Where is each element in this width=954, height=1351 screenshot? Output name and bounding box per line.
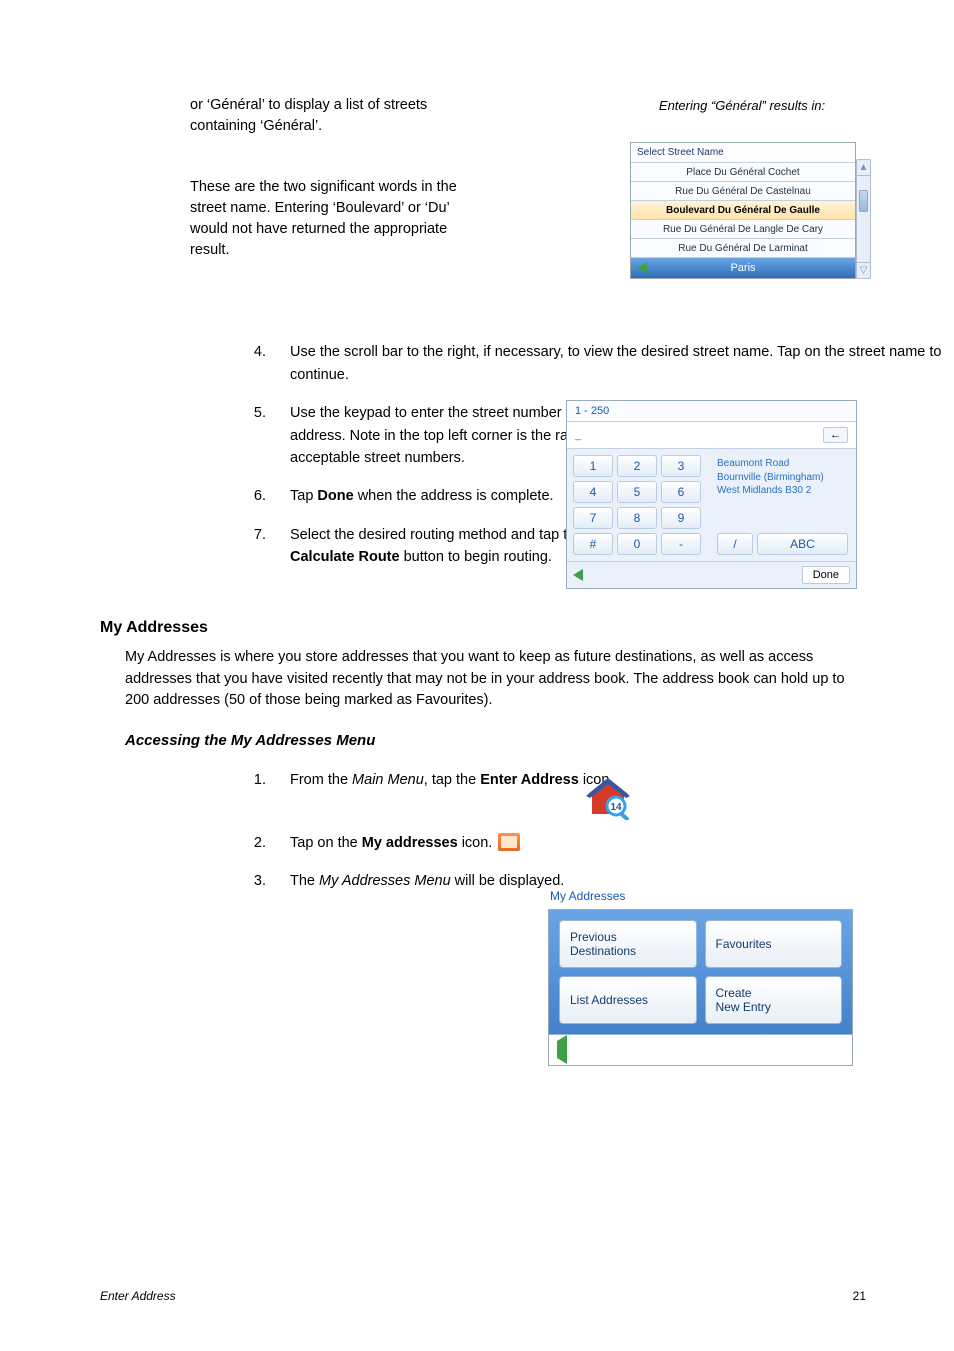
street-row-selected[interactable]: Boulevard Du Général De Gaulle bbox=[631, 201, 855, 220]
ma-fig-title: My Addresses bbox=[548, 889, 853, 903]
keypad-range: 1 - 250 bbox=[567, 401, 856, 422]
italic: Main Menu bbox=[352, 772, 424, 788]
back-arrow-icon[interactable] bbox=[573, 569, 583, 581]
text: button to begin routing. bbox=[400, 549, 552, 565]
step-b1: From the Main Menu, tap the Enter Addres… bbox=[270, 769, 630, 791]
key-4[interactable]: 4 bbox=[573, 481, 613, 503]
scroll-down-icon[interactable]: ▽ bbox=[857, 262, 870, 278]
scroll-up-icon[interactable]: ▲ bbox=[857, 160, 870, 176]
text: when the address is complete. bbox=[354, 488, 554, 504]
fig-footer-label: Paris bbox=[730, 262, 755, 274]
back-arrow-icon[interactable] bbox=[557, 1035, 567, 1064]
my-addresses-heading: My Addresses bbox=[100, 619, 866, 637]
intro-p2: These are the two significant words in t… bbox=[190, 177, 480, 261]
footer-section: Enter Address bbox=[100, 1289, 176, 1303]
btn-previous-destinations[interactable]: Previous Destinations bbox=[559, 920, 697, 968]
my-addresses-para: My Addresses is where you store addresse… bbox=[125, 647, 866, 712]
figure-my-addresses-menu: My Addresses Previous Destinations Favou… bbox=[548, 889, 853, 1066]
btn-list-addresses[interactable]: List Addresses bbox=[559, 976, 697, 1024]
key-5[interactable]: 5 bbox=[617, 481, 657, 503]
key-abc[interactable]: ABC bbox=[757, 533, 848, 555]
addr-line: Bournville (Birmingham) bbox=[717, 471, 848, 485]
btn-favourites[interactable]: Favourites bbox=[705, 920, 843, 968]
ma-footer bbox=[549, 1034, 852, 1065]
text: Tap bbox=[290, 488, 317, 504]
key-9[interactable]: 9 bbox=[661, 507, 701, 529]
key-7[interactable]: 7 bbox=[573, 507, 613, 529]
keypad-footer: Done bbox=[567, 561, 856, 588]
bold: My addresses bbox=[362, 835, 458, 851]
bold: Calculate Route bbox=[290, 549, 400, 565]
street-row[interactable]: Rue Du Général De Castelnau bbox=[631, 182, 855, 201]
text: icon. bbox=[458, 835, 493, 851]
italic: My Addresses Menu bbox=[319, 873, 451, 889]
figure-street-list: Select Street Name Place Du Général Coch… bbox=[630, 142, 856, 279]
keypad-address-preview: Beaumont Road Bournville (Birmingham) We… bbox=[707, 449, 856, 561]
street-row[interactable]: Rue Du Général De Langle De Cary bbox=[631, 220, 855, 239]
bold: Done bbox=[317, 488, 353, 504]
text: From the bbox=[290, 772, 352, 788]
caption-text: Entering “Général” results in: bbox=[612, 98, 872, 113]
text: Tap on the bbox=[290, 835, 362, 851]
keypad-body: 1 2 3 4 5 6 7 8 9 # 0 - Beaumont Road Bo… bbox=[567, 449, 856, 561]
key-2[interactable]: 2 bbox=[617, 455, 657, 477]
document-page: or ‘Général’ to display a list of street… bbox=[0, 0, 954, 1351]
key-dash[interactable]: - bbox=[661, 533, 701, 555]
key-6[interactable]: 6 bbox=[661, 481, 701, 503]
key-hash[interactable]: # bbox=[573, 533, 613, 555]
key-1[interactable]: 1 bbox=[573, 455, 613, 477]
fig-street-footer: Paris bbox=[631, 258, 855, 278]
key-0[interactable]: 0 bbox=[617, 533, 657, 555]
btn-create-new-entry[interactable]: Create New Entry bbox=[705, 976, 843, 1024]
ma-grid: Previous Destinations Favourites List Ad… bbox=[559, 920, 842, 1024]
enter-address-icon: 14 bbox=[584, 776, 632, 820]
backspace-button[interactable]: ← bbox=[823, 427, 848, 443]
enter-address-icon-wrap: 14 bbox=[580, 776, 632, 820]
scroll-thumb[interactable] bbox=[859, 190, 868, 212]
text: , tap the bbox=[424, 772, 480, 788]
icon-badge-text: 14 bbox=[610, 802, 622, 813]
back-arrow-icon[interactable] bbox=[637, 262, 647, 274]
step-b2: Tap on the My addresses icon. bbox=[270, 832, 650, 854]
steps-list-b: From the Main Menu, tap the Enter Addres… bbox=[270, 769, 846, 892]
text: will be displayed. bbox=[451, 873, 565, 889]
footer-page-number: 21 bbox=[853, 1289, 866, 1303]
my-addresses-section: My Addresses My Addresses is where you s… bbox=[100, 619, 866, 893]
key-3[interactable]: 3 bbox=[661, 455, 701, 477]
keypad-grid: 1 2 3 4 5 6 7 8 9 # 0 - bbox=[567, 449, 707, 561]
page-footer: Enter Address 21 bbox=[100, 1289, 866, 1303]
street-caption: Entering “Général” results in: bbox=[612, 98, 872, 113]
done-button[interactable]: Done bbox=[802, 566, 850, 584]
figure-keypad: 1 - 250 _ ← 1 2 3 4 5 6 7 8 9 # 0 - Beau… bbox=[566, 400, 857, 589]
street-row[interactable]: Place Du Général Cochet bbox=[631, 163, 855, 182]
accessing-subheading: Accessing the My Addresses Menu bbox=[125, 732, 866, 749]
keypad-input-row: _ ← bbox=[567, 422, 856, 449]
fig-street-title: Select Street Name bbox=[631, 143, 855, 163]
intro-col: or ‘Général’ to display a list of street… bbox=[100, 95, 480, 261]
ma-panel: Previous Destinations Favourites List Ad… bbox=[548, 909, 853, 1066]
input-cursor: _ bbox=[575, 429, 581, 441]
intro-p1: or ‘Général’ to display a list of street… bbox=[190, 95, 480, 137]
key-slash[interactable]: / bbox=[717, 533, 753, 555]
text: The bbox=[290, 873, 319, 889]
addr-line: West Midlands B30 2 bbox=[717, 484, 848, 498]
street-row[interactable]: Rue Du Général De Larminat bbox=[631, 239, 855, 258]
addr-line: Beaumont Road bbox=[717, 457, 848, 471]
key-8[interactable]: 8 bbox=[617, 507, 657, 529]
scrollbar[interactable]: ▲ ▽ bbox=[856, 159, 871, 279]
bold: Enter Address bbox=[480, 772, 579, 788]
step-4: Use the scroll bar to the right, if nece… bbox=[270, 341, 950, 386]
my-addresses-icon bbox=[498, 833, 520, 851]
